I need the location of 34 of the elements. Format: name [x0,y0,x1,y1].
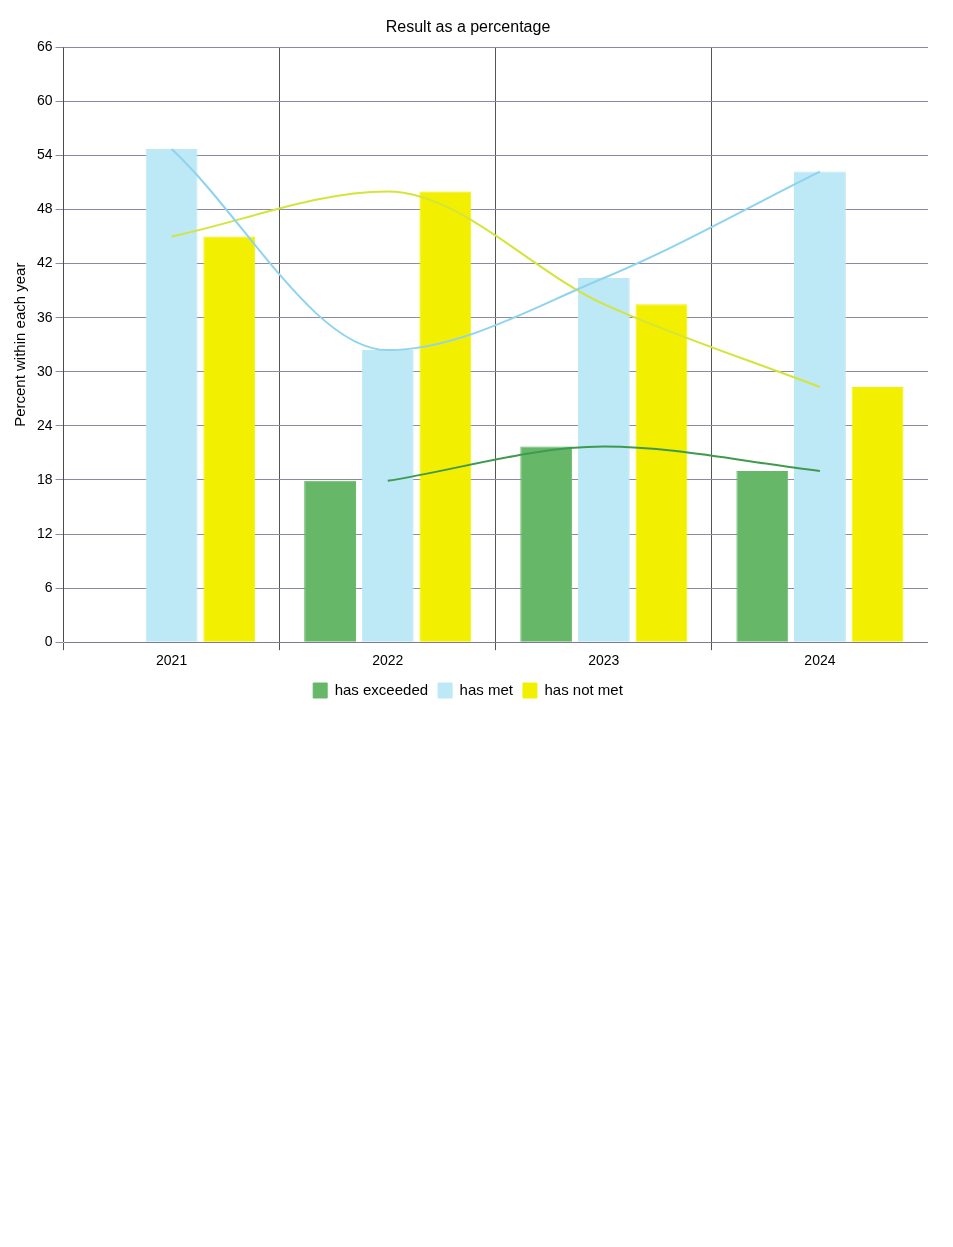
line-series [170,190,821,389]
bar [520,446,573,642]
y-tick-label: 30 [36,362,53,379]
y-tick-label: 42 [36,254,53,271]
legend-label: has exceeded [334,680,429,698]
bar [419,191,472,642]
y-tick-label: 60 [36,92,53,109]
bar [145,149,198,642]
y-tick-label: 18 [36,470,53,487]
y-tick-label: 54 [36,146,53,163]
x-tick-label: 2024 [804,652,836,669]
bar [635,304,688,642]
bar [203,236,256,642]
x-tick-label: 2023 [588,652,620,669]
y-tick-label: 6 [44,578,53,595]
y-tick-label: 12 [36,524,53,541]
y-tick-label: 0 [44,633,53,650]
bar [304,480,357,642]
x-tick-label: 2022 [372,652,404,669]
line-series [170,148,821,352]
chart-title: Result as a percentage [385,18,551,36]
y-tick-label: 36 [36,308,53,325]
legend-label: has not met [544,680,624,698]
bar [361,350,414,642]
legend-label: has met [459,680,514,698]
y-tick-label: 48 [36,200,53,217]
bar [736,470,789,642]
y-tick-label: 24 [36,416,53,433]
bar [851,387,904,642]
y-tick-label: 66 [36,38,53,55]
y-axis-title: Percent within each year [11,262,29,427]
bar [794,171,846,642]
bar [577,277,630,642]
x-tick-label: 2021 [156,652,188,669]
